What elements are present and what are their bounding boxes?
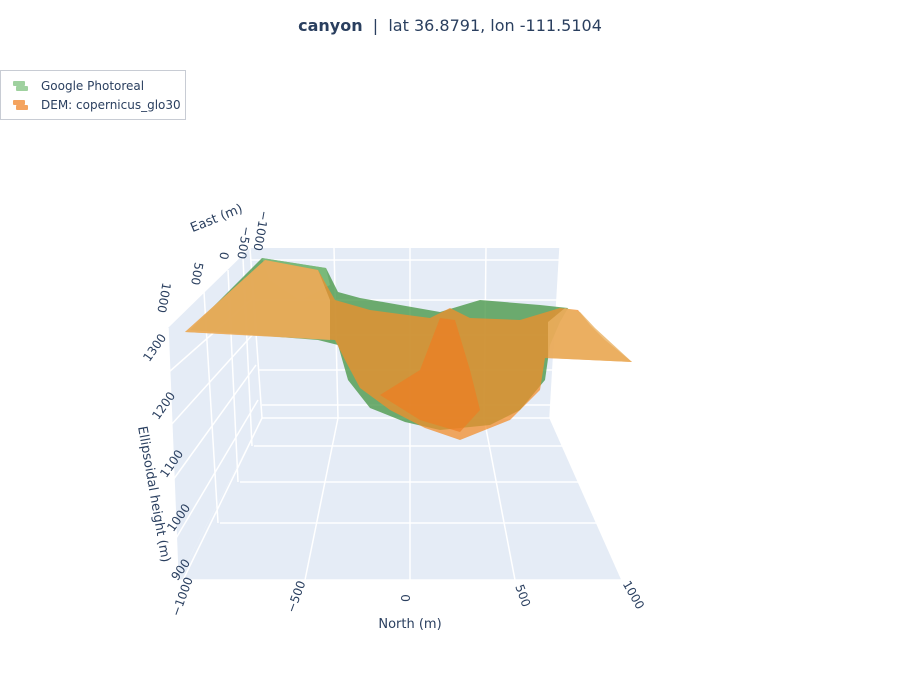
y-axis-title: East (m) — [188, 201, 245, 236]
y-tick-label: 1000 — [154, 281, 173, 314]
z-axis-title: Ellipsoidal height (m) — [134, 425, 173, 563]
site-coordinates: lat 36.8791, lon -111.5104 — [388, 16, 602, 35]
z-tick-label: 1300 — [140, 331, 169, 364]
x-axis-title: North (m) — [378, 617, 441, 632]
site-name: canyon — [298, 16, 363, 35]
surface-dem-ridge — [185, 260, 330, 340]
y-tick-label: 0 — [216, 251, 231, 261]
floor-plane — [178, 418, 622, 580]
surface-dem-floor — [380, 318, 480, 432]
surface-dem-east-ridge — [548, 308, 632, 362]
x-tick-label: 1000 — [620, 578, 647, 611]
y-tick-label: 500 — [188, 261, 206, 286]
x-tick-label: 500 — [512, 582, 533, 608]
legend-swatch-photoreal — [11, 80, 29, 92]
chart-title: canyon | lat 36.8791, lon -111.5104 — [0, 16, 900, 35]
legend-label-dem: DEM: copernicus_glo30 — [41, 98, 181, 112]
legend-label-photoreal: Google Photoreal — [41, 79, 145, 93]
y-tick-label: −500 — [234, 225, 254, 260]
legend-item-dem[interactable]: DEM: copernicus_glo30 — [11, 96, 181, 114]
legend-swatch-dem — [11, 99, 29, 111]
x-tick-label: −1000 — [169, 575, 196, 618]
title-separator: | — [372, 16, 379, 35]
x-axis-ticks: −1000 −500 0 500 1000 — [169, 575, 647, 618]
legend-item-photoreal[interactable]: Google Photoreal — [11, 77, 144, 95]
legend: Google Photoreal DEM: copernicus_glo30 — [0, 70, 186, 120]
x-tick-label: −500 — [284, 579, 308, 615]
x-tick-label: 0 — [399, 594, 413, 602]
y-tick-label: −1000 — [251, 209, 272, 251]
